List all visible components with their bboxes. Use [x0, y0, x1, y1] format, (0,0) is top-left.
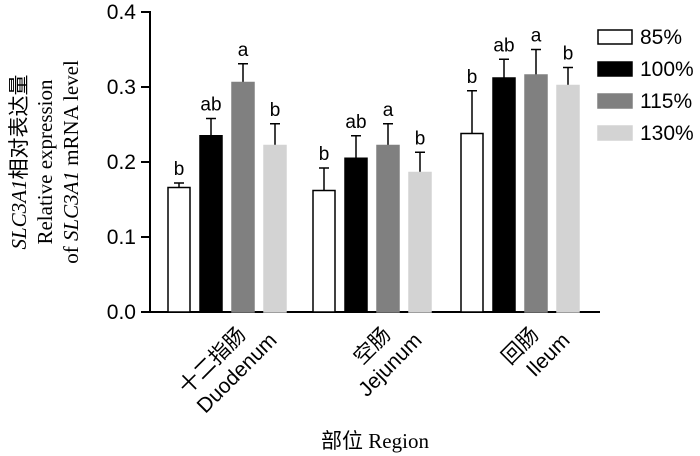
significance-label: b — [174, 159, 185, 180]
legend-label: 130% — [640, 122, 694, 145]
y-axis-title-gene: SLC3A1 — [7, 179, 31, 249]
bar-100pct — [492, 77, 516, 313]
legend-swatch-130pct — [597, 125, 633, 141]
significance-label: ab — [345, 112, 366, 133]
significance-label: b — [319, 144, 330, 165]
y-axis-title-line3: of SLC3A1 mRNA level — [59, 60, 83, 264]
y-axis-title-prefix: of — [59, 241, 83, 264]
bar-130pct — [556, 84, 580, 313]
bar-85pct — [312, 189, 336, 313]
legend-label: 115% — [640, 90, 692, 113]
y-tick-label: 0.1 — [107, 226, 136, 249]
y-tick-label: 0.0 — [107, 301, 136, 324]
bar-85pct — [460, 132, 484, 313]
axes: 0.0 0.1 0.2 0.3 0.4 — [107, 1, 600, 324]
significance-label: b — [415, 128, 426, 149]
legend-label: 85% — [640, 26, 682, 49]
y-tick-label: 0.3 — [107, 76, 136, 99]
x-axis-title: 部位 Region — [321, 429, 429, 453]
bar-115pct — [524, 74, 548, 313]
legend-swatch-100pct — [597, 61, 633, 77]
bar-130pct — [263, 144, 287, 313]
legend: 85% 100% 115% 130% — [597, 26, 694, 145]
significance-label: b — [467, 67, 478, 88]
y-tick-label: 0.2 — [107, 151, 136, 174]
y-axis-title-line1: SLC3A1相对表达量 — [7, 74, 31, 249]
legend-swatch-115pct — [597, 93, 633, 109]
bar-100pct — [199, 135, 223, 313]
y-axis-title-line2: Relative expression — [33, 79, 57, 245]
bar-85pct — [167, 186, 191, 313]
y-axis-title-gene-2: SLC3A1 — [59, 171, 83, 241]
significance-label: a — [238, 40, 249, 61]
bar-115pct — [231, 81, 255, 313]
y-tick-label: 0.4 — [107, 1, 137, 24]
y-axis-title-suffix: mRNA level — [59, 60, 83, 171]
significance-label: b — [270, 100, 281, 121]
bar-130pct — [408, 171, 432, 313]
y-axis-title: SLC3A1相对表达量 Relative expression of SLC3A… — [7, 60, 83, 264]
bar-115pct — [376, 144, 400, 313]
significance-label: a — [531, 26, 542, 47]
legend-label: 100% — [640, 58, 694, 81]
y-axis-title-cn: 相对表达量 — [7, 74, 31, 179]
significance-label: a — [383, 100, 394, 121]
significance-label: ab — [493, 35, 514, 56]
significance-label: ab — [200, 95, 221, 116]
bar-100pct — [344, 157, 368, 313]
significance-label: b — [563, 44, 574, 65]
legend-swatch-85pct — [597, 29, 633, 45]
